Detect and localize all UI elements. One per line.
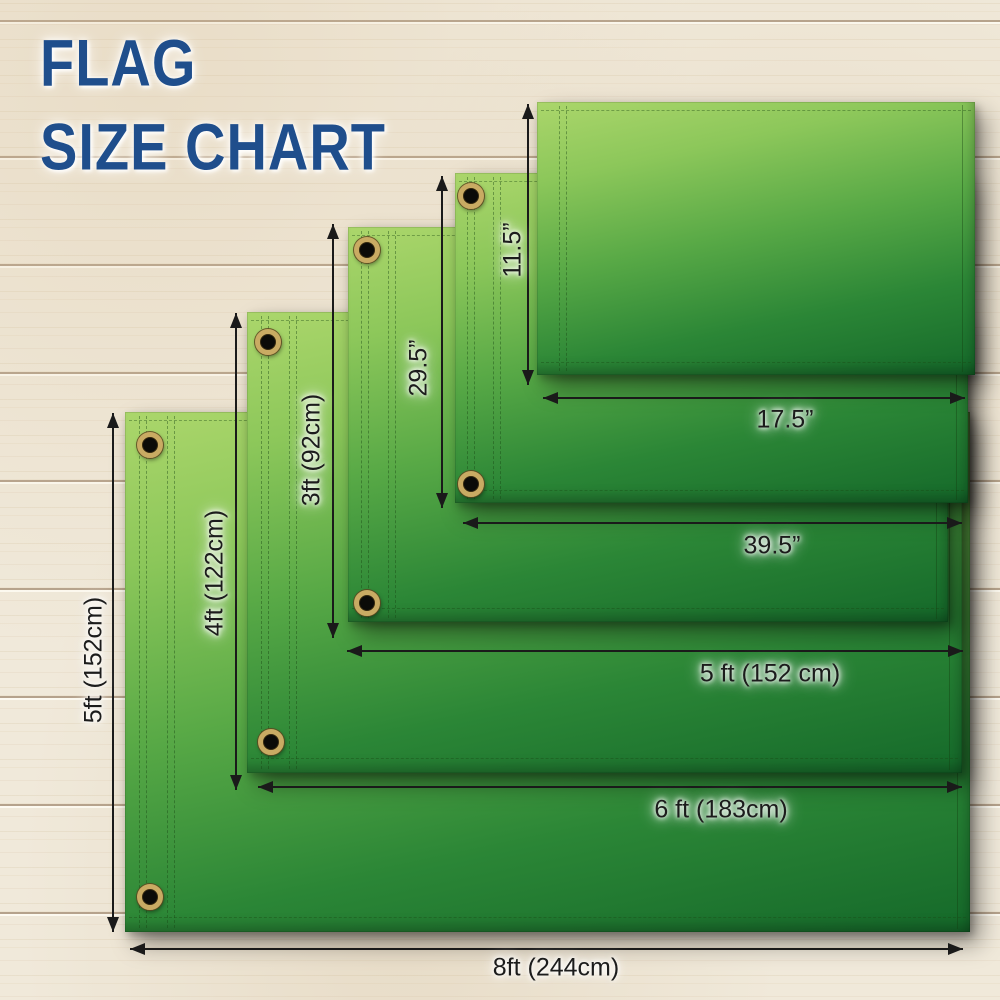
grommet — [258, 729, 284, 755]
height-dimension-arrow-4ft — [235, 313, 237, 790]
stitch-line — [467, 177, 475, 499]
width-dimension-label-39-5in: 39.5” — [743, 531, 801, 560]
grommet — [255, 329, 281, 355]
stitch-line — [129, 917, 966, 918]
width-dimension-label-5ft: 5 ft (152 cm) — [699, 659, 841, 688]
height-dimension-label-29-5in: 29.5” — [404, 339, 433, 397]
stitch-line — [289, 316, 297, 769]
height-dimension-arrow-29-5in — [441, 176, 443, 508]
stitch-line — [388, 231, 396, 618]
stitch-line — [167, 416, 175, 928]
width-dimension-label-8ft: 8ft (244cm) — [492, 953, 620, 982]
grommet — [458, 183, 484, 209]
height-dimension-arrow-11-5in — [527, 104, 529, 385]
stitch-line — [261, 316, 269, 769]
height-dimension-arrow-5ft — [112, 413, 114, 932]
page-title-line1: FLAG — [40, 25, 197, 100]
stitch-line — [352, 608, 944, 609]
grommet — [458, 471, 484, 497]
grommet — [137, 432, 163, 458]
stitch-line — [949, 315, 950, 770]
width-dimension-label-6ft: 6 ft (183cm) — [654, 795, 788, 824]
height-dimension-label-4ft: 4ft (122cm) — [200, 509, 229, 637]
height-dimension-arrow-3ft — [332, 224, 334, 638]
height-dimension-label-5ft: 5ft (152cm) — [79, 596, 108, 724]
width-dimension-arrow-8ft — [130, 948, 963, 950]
width-dimension-arrow-39-5in — [463, 522, 962, 524]
stitch-line — [361, 231, 369, 618]
stitch-line — [559, 106, 567, 371]
stitch-line — [459, 490, 964, 491]
width-dimension-label-17-5in: 17.5” — [756, 405, 814, 434]
width-dimension-arrow-5ft — [347, 650, 963, 652]
stitch-line — [541, 110, 971, 111]
stitch-line — [493, 177, 501, 499]
stitch-line — [139, 416, 147, 928]
width-dimension-arrow-17-5in — [543, 397, 965, 399]
height-dimension-label-11-5in: 11.5” — [498, 222, 527, 278]
grommet — [354, 590, 380, 616]
grommet — [137, 884, 163, 910]
flag-11-5x17-5in — [537, 102, 975, 375]
stitch-line — [962, 105, 963, 372]
page-title-line2: SIZE CHART — [40, 109, 386, 184]
grommet — [354, 237, 380, 263]
stitch-line — [251, 758, 958, 759]
width-dimension-arrow-6ft — [258, 786, 962, 788]
stitch-line — [541, 362, 971, 363]
height-dimension-label-3ft: 3ft (92cm) — [297, 393, 326, 507]
